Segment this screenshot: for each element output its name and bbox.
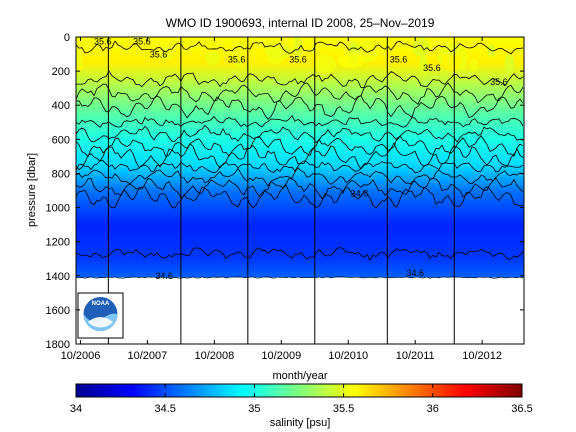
contour-label: 35.6 <box>133 37 151 47</box>
y-tick-label: 800 <box>52 168 70 180</box>
colorbar-label: salinity [psu] <box>270 417 331 429</box>
y-tick-label: 600 <box>52 134 70 146</box>
y-tick-label: 1000 <box>46 203 70 215</box>
contour-line <box>76 177 524 199</box>
colorbar-tick-label: 34 <box>70 403 82 415</box>
salinity-patch <box>205 50 221 65</box>
data-bottom-edge <box>76 276 524 279</box>
salinity-field <box>76 37 524 278</box>
salinity-patch <box>293 37 303 61</box>
colorbar-ticks: 34 34.5 35 35.5 36 36.5 <box>70 384 533 415</box>
contour-label: 35.6 <box>423 63 441 73</box>
contour-label: 34.6 <box>406 268 424 278</box>
contour-line <box>76 160 524 174</box>
colorbar-tick-label: 36.5 <box>511 403 532 415</box>
y-tick-label: 400 <box>52 100 70 112</box>
x-tick-label: 10/2007 <box>128 350 168 362</box>
contour-label: 35.6 <box>490 77 508 87</box>
salinity-patch <box>504 53 515 77</box>
salinity-patch <box>438 43 464 56</box>
contour-line <box>76 82 524 105</box>
contour-line <box>76 114 524 128</box>
x-axis: 10/2006 10/2007 10/2008 10/2009 10/2010 10/20… <box>61 37 502 362</box>
salinity-patch <box>264 39 287 65</box>
salinity-patch <box>247 50 268 63</box>
y-axis: 0 200 400 600 800 1000 1200 1400 1600 1800 <box>46 32 524 351</box>
salinity-patch <box>338 52 365 68</box>
y-tick-label: 1800 <box>46 339 70 351</box>
y-axis-label: pressure [dbar] <box>26 153 38 227</box>
salinity-patch <box>76 47 84 70</box>
contour-line <box>76 141 524 171</box>
colorbar: 34 34.5 35 35.5 36 36.5 salinity [psu] <box>70 383 533 429</box>
contour-label: 34.8 <box>351 188 369 198</box>
y-tick-label: 1400 <box>46 271 70 283</box>
y-tick-label: 0 <box>64 32 70 44</box>
contour-label: 35.6 <box>150 49 168 59</box>
salinity-patch <box>566 53 576 77</box>
contour-line <box>76 95 524 120</box>
contour-line <box>76 167 524 187</box>
noaa-logo: NOAA <box>77 292 124 339</box>
x-tick-label: 10/2009 <box>261 350 301 362</box>
colorbar-tick-label: 35.5 <box>333 403 354 415</box>
contour-label: 35.6 <box>228 55 246 65</box>
salinity-patch <box>555 43 573 51</box>
colorbar-tick-label: 34.5 <box>154 403 175 415</box>
contour-labels: 35.635.635.635.635.635.635.635.634.434.8… <box>94 37 508 281</box>
y-tick-label: 1600 <box>46 305 70 317</box>
float-profile-lines <box>107 37 455 344</box>
y-tick-label: 200 <box>52 66 70 78</box>
colorbar-tick-label: 35 <box>248 403 260 415</box>
plot-frame <box>75 36 525 345</box>
plot-area: 35.635.635.635.635.635.635.635.634.434.8… <box>75 36 576 345</box>
x-tick-label: 10/2011 <box>396 350 435 362</box>
salinity-contours <box>76 40 524 279</box>
contour-line <box>76 247 524 261</box>
contour-line <box>76 70 524 88</box>
contour-line <box>76 40 524 55</box>
contour-label: 35.6 <box>390 55 408 65</box>
colorbar-gradient <box>75 383 523 398</box>
contour-label: 34.6 <box>155 271 173 281</box>
chart-title: WMO ID 1900693, internal ID 2008, 25–Nov… <box>166 16 435 30</box>
contour-line <box>76 124 524 144</box>
x-axis-label: month/year <box>272 370 327 382</box>
colorbar-tick-label: 36 <box>427 403 439 415</box>
salinity-patch <box>419 53 428 78</box>
contour-label: 35.6 <box>289 55 307 65</box>
x-tick-label: 10/2006 <box>61 350 101 362</box>
salinity-patch <box>469 58 479 72</box>
x-tick-label: 10/2010 <box>328 350 368 362</box>
contour-label: 35.6 <box>94 37 112 47</box>
contour-line <box>76 184 524 209</box>
x-tick-label: 10/2008 <box>194 350 234 362</box>
salinity-patch <box>315 54 337 75</box>
salinity-patch <box>412 37 430 57</box>
y-tick-label: 1200 <box>46 237 70 249</box>
x-tick-label: 10/2012 <box>462 350 502 362</box>
noaa-logo-text: NOAA <box>92 301 110 307</box>
contour-line <box>76 135 524 158</box>
